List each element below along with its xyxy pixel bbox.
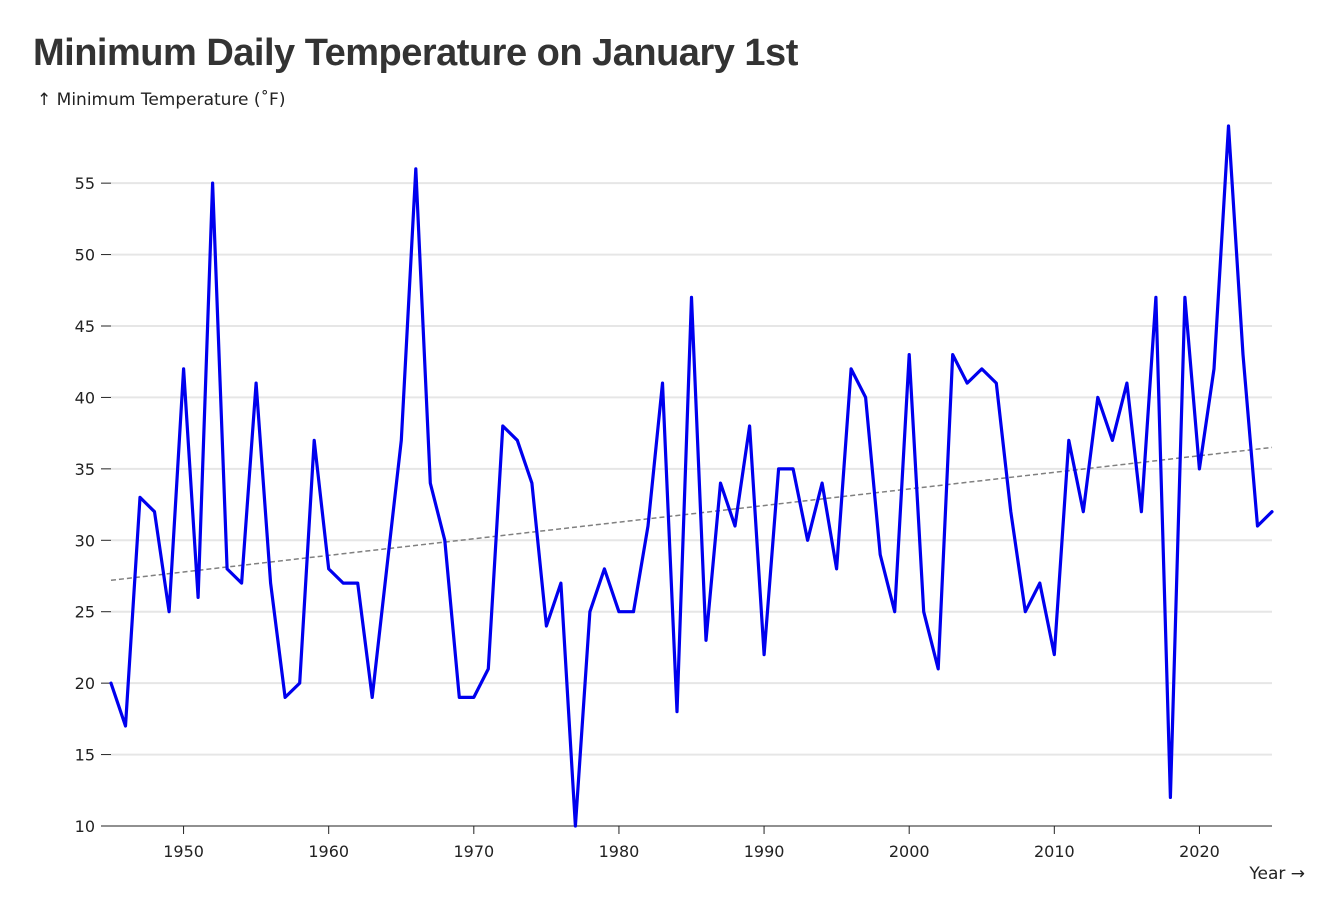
y-tick-label-10: 10	[75, 817, 95, 836]
x-axis-label: Year →	[1248, 864, 1305, 884]
y-tick-label-15: 15	[75, 746, 95, 765]
x-axis: 1950 1960 1970 1980 1990 2000 2010 2020	[111, 825, 1272, 861]
trendline-layer	[110, 446, 1273, 582]
x-tick-label-1950: 1950	[163, 842, 204, 861]
y-tick-label-40: 40	[75, 388, 95, 407]
x-tick-label-2000: 2000	[889, 842, 930, 861]
y-axis-label: ↑ Minimum Temperature (˚F)	[37, 89, 285, 110]
y-tick-label-50: 50	[75, 246, 95, 265]
y-tick-label-55: 55	[75, 174, 95, 193]
chart-title: Minimum Daily Temperature on January 1st	[33, 32, 798, 74]
y-tick-label-45: 45	[75, 317, 95, 336]
y-tick-label-35: 35	[75, 460, 95, 479]
x-tick-label-1970: 1970	[453, 842, 494, 861]
series-layer	[109, 124, 1274, 828]
x-tick-label-2010: 2010	[1034, 842, 1075, 861]
y-tick-label-30: 30	[75, 531, 95, 550]
trendline	[110, 446, 1273, 582]
x-tick-label-2020: 2020	[1179, 842, 1220, 861]
x-tick-label-1980: 1980	[599, 842, 640, 861]
x-tick-label-1990: 1990	[744, 842, 785, 861]
y-tick-label-20: 20	[75, 674, 95, 693]
y-tick-label-25: 25	[75, 603, 95, 622]
y-axis: 10 15 20 25 30 35 40 45 50 55	[75, 174, 111, 836]
series-line-0	[109, 124, 1274, 828]
x-tick-label-1960: 1960	[308, 842, 349, 861]
gridlines	[111, 182, 1272, 756]
